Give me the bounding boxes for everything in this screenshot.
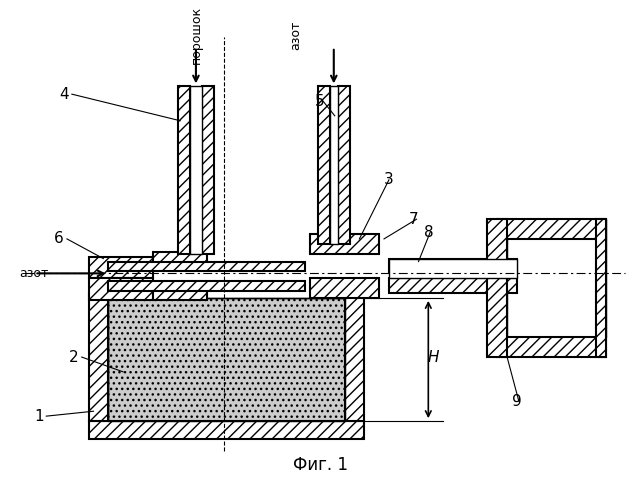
Text: 8: 8 (424, 224, 433, 240)
Bar (178, 86, 190, 254)
Text: 1: 1 (35, 409, 44, 424)
Text: 2: 2 (69, 349, 79, 365)
Bar (202, 86, 214, 254)
Text: 6: 6 (54, 231, 64, 246)
Bar (389, 259, 517, 273)
Bar (88, 421, 364, 439)
Bar (108, 281, 305, 291)
Text: 5: 5 (315, 94, 325, 109)
Bar (88, 278, 152, 300)
Text: азот: азот (289, 21, 302, 50)
Text: азот: азот (20, 267, 49, 280)
Bar (88, 257, 152, 278)
Bar (497, 338, 605, 357)
Text: H: H (428, 349, 439, 365)
Bar (389, 259, 517, 278)
Bar (488, 219, 507, 357)
Text: Фиг. 1: Фиг. 1 (292, 456, 348, 474)
Bar (152, 285, 207, 300)
Bar (507, 219, 605, 338)
Text: 7: 7 (409, 212, 419, 227)
Bar (108, 298, 344, 421)
Bar (338, 86, 349, 244)
Text: порошок: порошок (189, 6, 202, 64)
Bar (88, 293, 108, 421)
Bar (310, 234, 379, 254)
Text: 3: 3 (384, 172, 394, 187)
Bar (152, 252, 207, 267)
Text: 4: 4 (59, 87, 68, 101)
Bar (344, 293, 364, 421)
Bar (108, 298, 344, 421)
Bar (330, 86, 338, 244)
Text: 9: 9 (512, 394, 522, 409)
Bar (389, 278, 517, 293)
Bar (318, 86, 330, 244)
Bar (596, 219, 605, 357)
Bar (108, 262, 305, 271)
Bar (190, 86, 202, 254)
Bar (497, 219, 605, 239)
Bar (310, 278, 379, 298)
